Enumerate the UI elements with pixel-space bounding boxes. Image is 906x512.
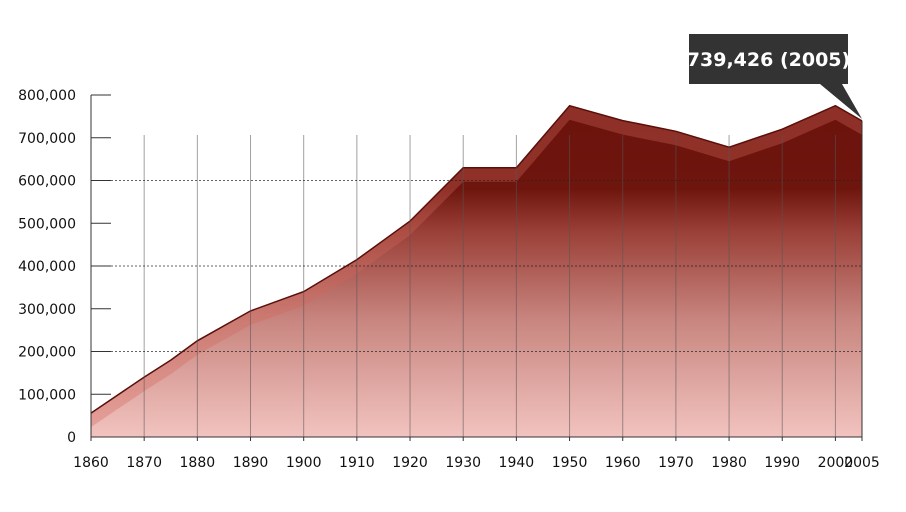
x-tick-label-1950: 1950 — [552, 455, 588, 471]
x-tick-label-1890: 1890 — [233, 455, 269, 471]
y-tick-label-700000: 700,000 — [18, 131, 76, 147]
x-tick-label-1910: 1910 — [339, 455, 375, 471]
x-tick-label-2000: 2000 — [818, 455, 854, 471]
x-tick-label-1860: 1860 — [73, 455, 109, 471]
y-tick-label-300000: 300,000 — [18, 302, 76, 318]
x-tick-label-1930: 1930 — [445, 455, 481, 471]
x-tick-label-1990: 1990 — [764, 455, 800, 471]
callout: 739,426 (2005) — [687, 34, 862, 119]
y-tick-label-800000: 800,000 — [18, 88, 76, 104]
x-tick-label-1880: 1880 — [180, 455, 216, 471]
callout-box — [689, 34, 862, 119]
x-tick-label-1980: 1980 — [711, 455, 747, 471]
x-tick-label-1970: 1970 — [658, 455, 694, 471]
y-tick-label-0: 0 — [67, 430, 76, 446]
area-highlight-band — [91, 105, 862, 428]
callout-label: 739,426 (2005) — [687, 49, 850, 71]
y-tick-label-600000: 600,000 — [18, 174, 76, 190]
y-tick-label-400000: 400,000 — [18, 259, 76, 275]
x-tick-label-2005: 2005 — [844, 455, 880, 471]
x-tick-label-1900: 1900 — [286, 455, 322, 471]
population-area — [91, 105, 862, 437]
axis-layer — [90, 94, 863, 441]
label-layer: 0 100,000 200,000 300,000 400,000 500,000 600,… — [18, 88, 880, 471]
x-tick-label-1940: 1940 — [499, 455, 535, 471]
area-layer — [90, 104, 863, 437]
x-tick-label-1960: 1960 — [605, 455, 641, 471]
y-tick-label-100000: 100,000 — [18, 387, 76, 403]
y-tick-label-200000: 200,000 — [18, 345, 76, 361]
x-tick-label-1920: 1920 — [392, 455, 428, 471]
x-tick-label-1870: 1870 — [126, 455, 162, 471]
y-tick-label-500000: 500,000 — [18, 216, 76, 232]
